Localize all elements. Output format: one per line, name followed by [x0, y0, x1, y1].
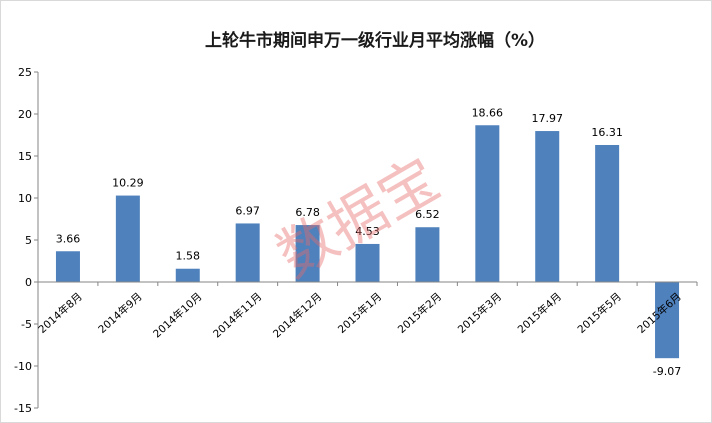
y-tick-label: 0 [25, 276, 32, 289]
y-tick-label: 5 [25, 234, 32, 247]
data-label: 18.66 [472, 106, 504, 119]
chart-title: 上轮牛市期间申万一级行业月平均涨幅（%） [205, 30, 545, 51]
bar [415, 227, 440, 282]
bar [475, 125, 500, 282]
bar [55, 251, 80, 282]
data-label: 6.78 [295, 206, 320, 219]
bar [355, 243, 380, 282]
y-tick-label: 15 [18, 150, 32, 163]
y-tick-label: 10 [18, 192, 32, 205]
x-axis [37, 281, 698, 286]
bars [55, 125, 680, 359]
data-label: 16.31 [591, 126, 623, 139]
y-axis: 25 20 15 10 5 0 -5 -10 -15 [14, 66, 39, 415]
data-label: -9.07 [653, 365, 681, 378]
data-labels: 3.66 10.29 1.58 6.97 6.78 4.53 6.52 18.66 17.97 1… [56, 106, 682, 378]
y-tick-label: 25 [18, 66, 32, 79]
data-label: 1.58 [176, 250, 201, 263]
data-label: 4.53 [355, 225, 380, 238]
bar [235, 223, 260, 282]
data-label: 10.29 [112, 177, 144, 190]
bar [115, 195, 140, 282]
bar [655, 282, 680, 359]
y-tick-label: -10 [14, 360, 32, 373]
data-label: 6.52 [415, 208, 440, 221]
data-label: 17.97 [531, 112, 563, 125]
y-tick-label: 20 [18, 108, 32, 121]
bar [595, 144, 620, 282]
data-label: 6.97 [235, 204, 260, 217]
bar [535, 131, 560, 282]
y-tick-label: -15 [14, 402, 32, 415]
bar [175, 268, 200, 282]
data-label: 3.66 [56, 232, 81, 245]
bar [295, 225, 320, 282]
y-tick-label: -5 [21, 318, 32, 331]
